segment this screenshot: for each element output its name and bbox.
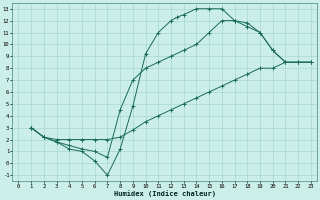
X-axis label: Humidex (Indice chaleur): Humidex (Indice chaleur)	[114, 190, 216, 197]
